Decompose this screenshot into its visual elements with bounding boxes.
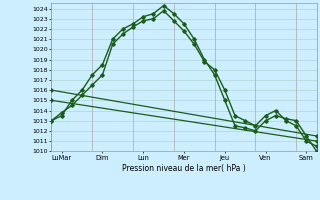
X-axis label: Pression niveau de la mer( hPa ): Pression niveau de la mer( hPa ) (122, 164, 246, 173)
